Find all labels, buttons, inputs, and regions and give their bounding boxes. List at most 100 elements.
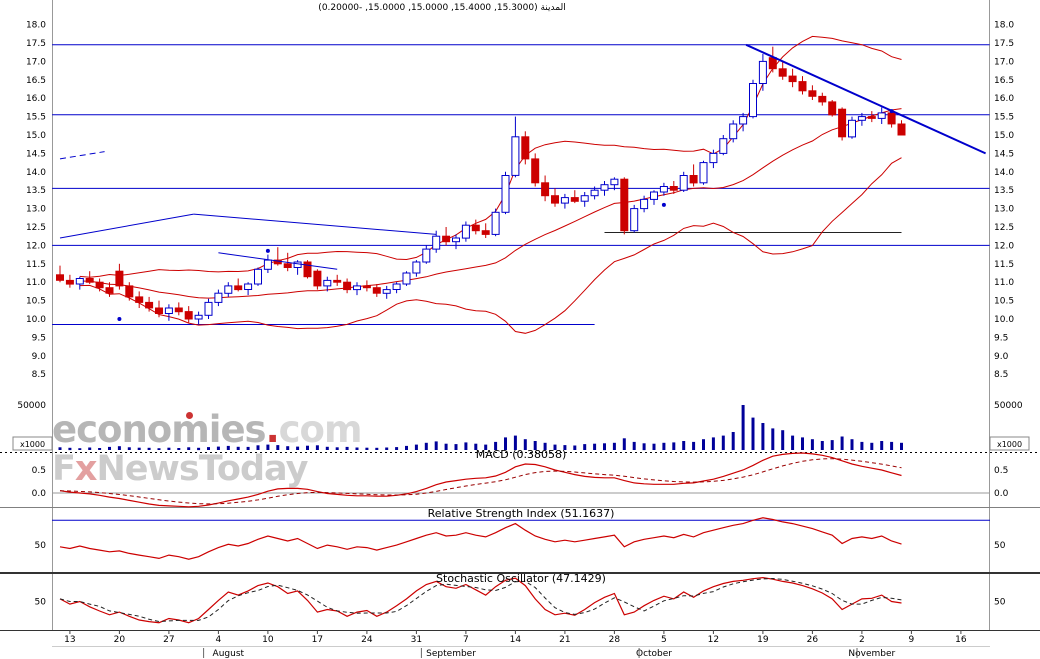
- svg-text:12.5: 12.5: [994, 223, 1014, 233]
- svg-text:2: 2: [859, 635, 865, 645]
- svg-text:8.5: 8.5: [32, 370, 46, 380]
- svg-text:x1000: x1000: [997, 440, 1022, 449]
- svg-text:August: August: [213, 649, 245, 659]
- rsi-panel-title: Relative Strength Index (51.1637): [427, 507, 615, 520]
- svg-text:16.0: 16.0: [994, 94, 1014, 104]
- economies-watermark: economies.com: [52, 408, 363, 451]
- svg-text:50: 50: [994, 541, 1006, 551]
- svg-text:8.5: 8.5: [994, 370, 1008, 380]
- svg-text:12: 12: [708, 635, 719, 645]
- svg-text:October: October: [636, 649, 672, 659]
- svg-text:0.0: 0.0: [32, 489, 47, 499]
- svg-text:15.5: 15.5: [26, 113, 46, 123]
- svg-text:14.0: 14.0: [26, 168, 46, 178]
- svg-text:16.0: 16.0: [26, 94, 46, 104]
- stochastic-panel: 50 50: [35, 576, 1006, 624]
- svg-text:5: 5: [661, 635, 667, 645]
- svg-text:20: 20: [114, 635, 126, 645]
- watermark-rest-text: NewsToday: [96, 449, 309, 489]
- svg-text:28: 28: [609, 635, 621, 645]
- svg-text:10.0: 10.0: [26, 315, 46, 325]
- svg-text:0.5: 0.5: [994, 466, 1008, 476]
- svg-text:16.5: 16.5: [994, 76, 1014, 86]
- svg-text:17: 17: [312, 635, 323, 645]
- svg-text:14.5: 14.5: [994, 149, 1014, 159]
- svg-text:16: 16: [955, 635, 967, 645]
- watermark-tld-text: com: [278, 408, 363, 451]
- svg-text:12.0: 12.0: [26, 241, 46, 251]
- svg-text:17.0: 17.0: [994, 57, 1014, 67]
- svg-text:14.5: 14.5: [26, 149, 46, 159]
- svg-text:15.0: 15.0: [26, 131, 46, 141]
- logo-red-dot-icon: [186, 412, 193, 419]
- svg-text:15.0: 15.0: [994, 131, 1014, 141]
- svg-text:18.0: 18.0: [26, 21, 46, 31]
- svg-text:9.5: 9.5: [32, 333, 46, 343]
- svg-text:13: 13: [64, 635, 75, 645]
- svg-text:21: 21: [559, 635, 570, 645]
- svg-text:50: 50: [35, 598, 47, 608]
- svg-text:50000: 50000: [17, 401, 46, 411]
- trendlines: [59, 43, 987, 321]
- svg-text:50000: 50000: [994, 401, 1023, 411]
- svg-text:11.0: 11.0: [26, 278, 46, 288]
- svg-text:17.0: 17.0: [26, 57, 46, 67]
- svg-text:14.0: 14.0: [994, 168, 1014, 178]
- macd-panel-title: MACD (0.38058): [475, 448, 567, 461]
- svg-text:11.5: 11.5: [994, 260, 1014, 270]
- watermark-x-text: x: [74, 449, 98, 489]
- svg-text:13.5: 13.5: [26, 186, 46, 196]
- svg-text:15.5: 15.5: [994, 113, 1014, 123]
- svg-text:18.0: 18.0: [994, 21, 1014, 31]
- svg-text:13.0: 13.0: [26, 205, 46, 215]
- svg-text:9: 9: [909, 635, 915, 645]
- chart-title: المدينة (15.3000, 15.4000, 15.0000, 15.0…: [318, 3, 566, 13]
- svg-text:11.0: 11.0: [994, 278, 1014, 288]
- svg-text:13.0: 13.0: [994, 205, 1014, 215]
- svg-text:17.5: 17.5: [994, 39, 1014, 49]
- stochastic-panel-title: Stochastic Oscillator (47.1429): [436, 572, 606, 585]
- bollinger-bands: [79, 35, 902, 334]
- watermark-brand-text: economies: [52, 408, 267, 451]
- svg-text:12.0: 12.0: [994, 241, 1014, 251]
- svg-text:9.0: 9.0: [994, 352, 1009, 362]
- svg-text:7: 7: [463, 635, 469, 645]
- fxnewstoday-watermark: FxNewsToday: [52, 449, 309, 489]
- svg-text:September: September: [426, 649, 476, 659]
- support-resistance-lines: [52, 44, 990, 325]
- svg-text:10.5: 10.5: [26, 297, 46, 307]
- svg-text:10.5: 10.5: [994, 297, 1014, 307]
- volume-layer: [58, 405, 903, 451]
- svg-text:27: 27: [163, 635, 174, 645]
- svg-text:9.5: 9.5: [994, 333, 1008, 343]
- svg-text:11.5: 11.5: [26, 260, 46, 270]
- svg-text:19: 19: [757, 635, 769, 645]
- svg-text:26: 26: [807, 635, 819, 645]
- svg-text:12.5: 12.5: [26, 223, 46, 233]
- svg-text:4: 4: [216, 635, 222, 645]
- svg-text:0.0: 0.0: [994, 489, 1009, 499]
- svg-text:24: 24: [361, 635, 373, 645]
- svg-text:50: 50: [994, 598, 1006, 608]
- svg-text:17.5: 17.5: [26, 39, 46, 49]
- svg-text:13.5: 13.5: [994, 186, 1014, 196]
- svg-text:31: 31: [411, 635, 422, 645]
- svg-text:10.0: 10.0: [994, 315, 1014, 325]
- svg-text:November: November: [848, 649, 895, 659]
- svg-text:16.5: 16.5: [26, 76, 46, 86]
- svg-text:9.0: 9.0: [32, 352, 47, 362]
- candles-layer: [56, 46, 906, 325]
- rsi-panel: 50 50: [35, 517, 1006, 560]
- watermark-dot-text: .: [265, 408, 280, 451]
- svg-text:x1000: x1000: [20, 440, 45, 449]
- svg-text:0.5: 0.5: [32, 466, 46, 476]
- x-axis: 13 20 27 4 10 17 24 31 7 14 21 28 5 12 19 26 2 9 16 August S…: [64, 630, 967, 659]
- svg-text:14: 14: [510, 635, 522, 645]
- svg-text:50: 50: [35, 541, 47, 551]
- price-axis: 18.0 18.0 17.5 17.5 17.0 17.0 16.5 16.5 16.0 16.0…: [12, 21, 1030, 451]
- svg-text:10: 10: [262, 635, 274, 645]
- watermark-f-text: F: [52, 449, 76, 489]
